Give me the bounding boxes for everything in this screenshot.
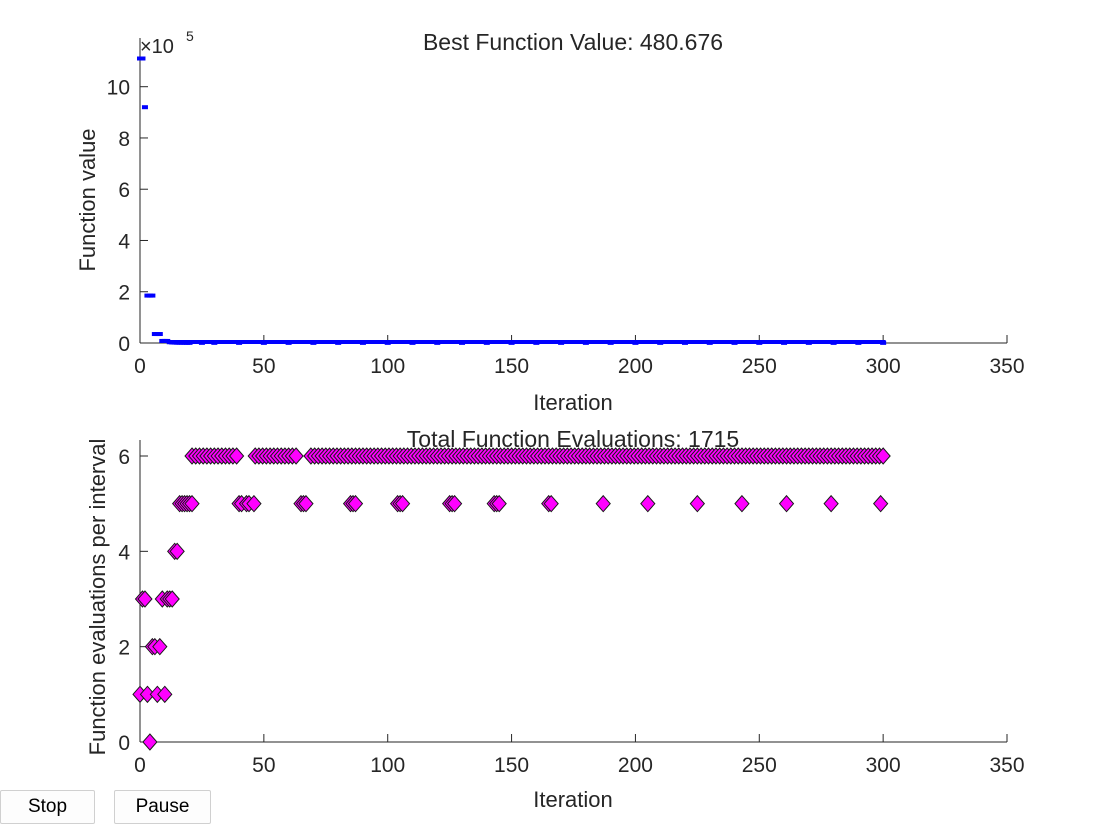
top-xtick-label: 250 [742,355,777,378]
bottom-data-point [778,494,795,513]
top-xtick-label: 200 [618,355,653,378]
bottom-data-point [184,494,200,513]
stop-button[interactable]: Stop [0,790,95,824]
top-ytick-label: 10 [107,77,130,100]
top-ytick-label: 0 [118,333,130,356]
bottom-xlabel: Iteration [533,787,613,812]
top-exponent-base: ×10 [140,36,174,58]
bottom-data-point [446,494,463,513]
bottom-data-point [152,637,168,656]
bottom-data-point [543,494,559,513]
bottom-data-point [288,447,304,465]
bottom-data-point [875,447,891,465]
bottom-ytick-label: 6 [118,446,130,469]
bottom-ytick-label: 4 [118,541,130,564]
bottom-xtick-label: 300 [866,754,901,777]
bottom-data-point [157,685,173,704]
top-ytick-label: 8 [118,128,130,151]
bottom-data-point [394,494,411,513]
bottom-data-point [640,494,656,513]
bottom-xtick-label: 250 [742,754,777,777]
bottom-tick-group: 0 50 100 150 200 250 300 350 0 2 4 6 [118,446,1024,777]
top-xtick-label: 100 [370,355,405,378]
top-xtick-label: 150 [494,355,529,378]
top-xtick-label: 350 [989,355,1024,378]
bottom-data-point [734,494,750,513]
bottom-axes: Iteration Function evaluations per inter… [85,426,1025,812]
bottom-data-point [347,494,364,513]
bottom-data-point [491,494,507,513]
top-data-line [169,340,886,344]
bottom-data-point [169,542,185,561]
bottom-data-point [595,494,611,513]
bottom-ytick-label: 0 [118,732,130,755]
bottom-data-point [689,494,706,513]
top-axes: Best Function Value: 480.676 Iteration F… [75,28,1025,415]
bottom-xtick-label: 150 [494,754,529,777]
bottom-xtick-label: 100 [370,754,405,777]
bottom-xtick-label: 350 [989,754,1024,777]
top-data-point [139,56,146,61]
top-xtick-label: 50 [252,355,275,378]
top-exponent-power: 5 [186,28,194,44]
bottom-data-point [823,494,839,513]
top-chart-title: Best Function Value: 480.676 [423,29,723,55]
top-data-point [156,332,163,337]
bottom-data-point [298,494,314,513]
bottom-ytick-label: 2 [118,637,130,660]
top-tick-group: 0 50 100 150 200 250 300 350 0 2 4 6 8 10 [107,77,1025,378]
bottom-data-point [228,447,245,465]
bottom-xtick-label: 50 [252,754,275,777]
top-ylabel: Function value [75,128,100,271]
bottom-data-point [873,494,889,513]
bottom-xtick-label: 200 [618,754,653,777]
bottom-data-point [246,494,262,513]
top-ytick-label: 4 [118,230,130,253]
bottom-xtick-label: 0 [134,754,146,777]
top-data-point [141,105,148,110]
bottom-chart-title: Total Function Evaluations: 1715 [407,426,739,452]
bottom-data-point [137,590,153,608]
bottom-data-point [142,733,158,751]
top-ytick-label: 2 [118,282,130,305]
top-xtick-label: 300 [866,355,901,378]
top-data-marks [137,56,887,345]
top-data-point [149,293,156,298]
bottom-data-marks [132,447,891,751]
top-ytick-label: 6 [118,179,130,202]
bottom-data-point [164,590,180,608]
bottom-ylabel: Function evaluations per interval [85,439,110,756]
pause-button[interactable]: Pause [114,790,211,824]
top-xlabel: Iteration [533,390,613,415]
top-xtick-label: 0 [134,355,146,378]
